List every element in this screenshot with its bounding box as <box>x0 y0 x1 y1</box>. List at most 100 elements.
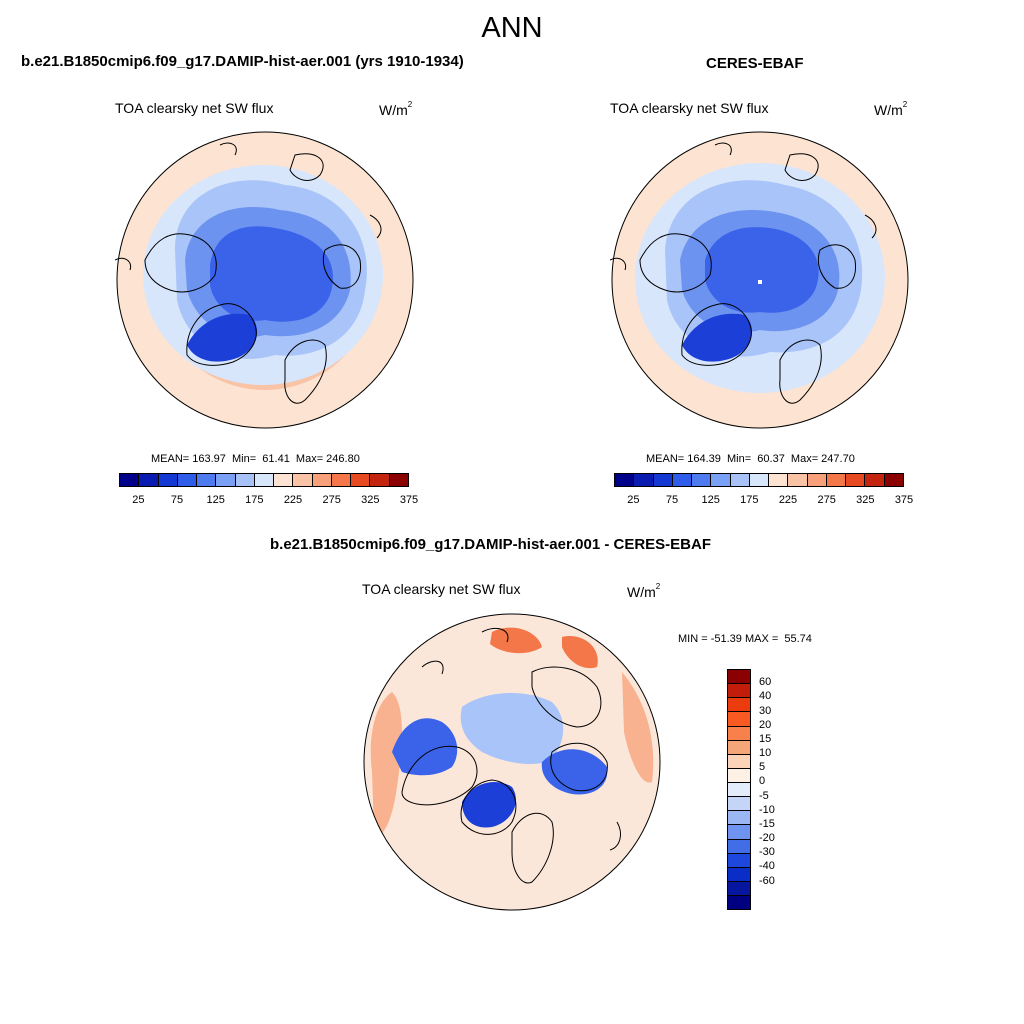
model-colorbar-swatch <box>351 474 371 486</box>
obs-colorbar-swatch <box>615 474 635 486</box>
diff-colorbar-tick-label: 60 <box>759 676 772 689</box>
model-colorbar-swatch <box>197 474 217 486</box>
diff-colorbar-swatch <box>728 797 750 812</box>
obs-stats: MEAN= 164.39 Min= 60.37 Max= 247.70 <box>646 453 855 465</box>
model-coastlines <box>115 142 382 404</box>
obs-greenland-low <box>682 313 753 362</box>
diff-colorbar-tick-label: 0 <box>759 775 766 788</box>
model-colorbar-ticks: 25 75 125 175 225 275 325 375 <box>119 494 418 508</box>
obs-colorbar-swatch <box>769 474 789 486</box>
diff-panel-title: b.e21.B1850cmip6.f09_g17.DAMIP-hist-aer.… <box>270 536 711 553</box>
obs-colorbar-tick-label: 25 <box>627 494 640 506</box>
obs-colorbar <box>614 473 904 487</box>
diff-colorbar-tick-label: -15 <box>759 817 775 830</box>
diff-colorbar-swatch <box>728 825 750 840</box>
diff-colorbar-swatch <box>728 670 750 685</box>
model-contour-100 <box>210 226 333 322</box>
diff-colorbar-tick-label: 5 <box>759 761 766 774</box>
obs-panel-title: CERES-EBAF <box>706 55 804 72</box>
model-greenland-low <box>187 313 258 362</box>
obs-units: W/m2 <box>874 100 908 118</box>
diff-stats: MIN = -51.39 MAX = 55.74 <box>678 633 812 645</box>
model-colorbar-swatch <box>389 474 408 486</box>
model-colorbar-tick-label: 225 <box>283 494 303 506</box>
obs-colorbar-swatch <box>788 474 808 486</box>
diff-greenland-negative <box>462 782 516 828</box>
model-colorbar-swatch <box>120 474 140 486</box>
model-colorbar-tick-label: 25 <box>132 494 145 506</box>
obs-colorbar-tick-label: 175 <box>740 494 759 506</box>
diff-colorbar-ticks: 60 40 30 20 15 10 5 0 -5 -10 -15 -20 -30 -40 -60 <box>759 669 799 910</box>
diff-colorbar-swatch <box>728 740 750 755</box>
diff-map-border <box>363 613 661 911</box>
model-colorbar <box>119 473 409 487</box>
obs-colorbar-swatch <box>711 474 731 486</box>
diff-colorbar-tick-label: 15 <box>759 732 772 745</box>
obs-colorbar-swatch <box>865 474 885 486</box>
obs-colorbar-tick-label: 75 <box>665 494 679 506</box>
diff-colorbar-swatch <box>728 811 750 826</box>
model-colorbar-swatch <box>370 474 390 486</box>
model-colorbar-swatch <box>312 474 332 486</box>
diff-colorbar-swatch <box>728 754 750 769</box>
diff-colorbar-tick-label: 40 <box>759 690 772 703</box>
model-polar-map <box>115 131 414 429</box>
obs-variable-label: TOA clearsky net SW flux <box>610 100 769 116</box>
model-colorbar-swatch <box>216 474 236 486</box>
main-title: ANN <box>481 12 543 44</box>
diff-colorbar <box>727 669 751 910</box>
model-units: W/m2 <box>379 100 413 118</box>
diff-colorbar-swatch <box>728 684 750 699</box>
diff-colorbar-tick-label: 20 <box>759 718 772 731</box>
diff-west-positive <box>370 692 402 835</box>
obs-colorbar-swatch <box>826 474 847 486</box>
model-colorbar-tick-label: 175 <box>245 494 264 506</box>
diff-polar-map <box>363 613 661 911</box>
obs-colorbar-swatch <box>749 474 770 486</box>
diff-colorbar-swatch <box>728 726 750 741</box>
obs-colorbar-ticks: 25 75 125 175 225 275 325 375 <box>614 494 913 508</box>
model-colorbar-tick-label: 275 <box>322 494 341 506</box>
diff-colorbar-swatch <box>728 712 750 727</box>
obs-colorbar-tick-label: 125 <box>701 494 720 506</box>
diff-coastlines <box>401 627 621 884</box>
diff-ne-positive <box>562 636 598 669</box>
model-colorbar-swatch <box>293 474 313 486</box>
obs-colorbar-swatch <box>846 474 866 486</box>
model-colorbar-swatch <box>177 474 198 486</box>
obs-map-border <box>611 131 909 429</box>
obs-colorbar-swatch <box>807 474 827 486</box>
obs-coastlines <box>610 142 877 404</box>
diff-colorbar-tick-label: -30 <box>759 846 775 859</box>
obs-colorbar-tick-label: 225 <box>778 494 798 506</box>
diff-siberia-negative <box>541 749 608 795</box>
diff-colorbar-tick-label: -10 <box>759 803 775 816</box>
diff-colorbar-tick-label: 30 <box>759 704 772 717</box>
model-colorbar-swatch <box>331 474 352 486</box>
model-colorbar-tick-label: 375 <box>399 494 419 506</box>
obs-colorbar-swatch <box>730 474 750 486</box>
obs-colorbar-tick-label: 375 <box>894 494 914 506</box>
diff-east-positive <box>622 672 654 783</box>
diff-colorbar-swatch <box>728 698 750 713</box>
diff-colorbar-tick-label: -60 <box>759 874 775 887</box>
diff-colorbar-swatch <box>728 853 750 868</box>
obs-missing-pole <box>758 280 762 284</box>
model-stats: MEAN= 163.97 Min= 61.41 Max= 246.80 <box>151 453 360 465</box>
obs-colorbar-swatch <box>634 474 654 486</box>
model-colorbar-swatch <box>254 474 275 486</box>
model-colorbar-swatch <box>158 474 178 486</box>
obs-colorbar-tick-label: 275 <box>817 494 836 506</box>
diff-colorbar-tick-label: -20 <box>759 832 775 845</box>
model-colorbar-swatch <box>139 474 159 486</box>
obs-colorbar-swatch <box>692 474 712 486</box>
diff-colorbar-swatch <box>728 896 750 910</box>
diff-colorbar-swatch <box>728 881 750 896</box>
diff-canada-negative <box>392 718 458 776</box>
diff-colorbar-tick-label: -40 <box>759 860 775 873</box>
obs-polar-map <box>610 131 909 429</box>
model-colorbar-tick-label: 325 <box>361 494 380 506</box>
diff-colorbar-swatch <box>728 783 750 798</box>
obs-colorbar-swatch <box>672 474 693 486</box>
model-panel-title: b.e21.B1850cmip6.f09_g17.DAMIP-hist-aer.… <box>21 53 464 70</box>
